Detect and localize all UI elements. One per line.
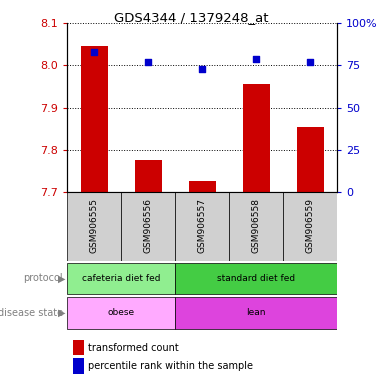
FancyBboxPatch shape — [67, 297, 175, 328]
Text: GSM906557: GSM906557 — [198, 197, 206, 253]
FancyBboxPatch shape — [121, 192, 175, 261]
Text: GSM906556: GSM906556 — [144, 197, 152, 253]
Point — [199, 66, 205, 72]
Bar — [242, 84, 270, 192]
FancyBboxPatch shape — [67, 263, 175, 294]
Bar — [296, 127, 324, 192]
Point — [253, 55, 259, 61]
Bar — [134, 161, 162, 192]
Text: obese: obese — [108, 308, 134, 318]
Bar — [80, 46, 108, 192]
Text: protocol: protocol — [24, 273, 63, 283]
Bar — [188, 182, 216, 192]
FancyBboxPatch shape — [229, 192, 283, 261]
Text: GSM906558: GSM906558 — [252, 197, 260, 253]
FancyBboxPatch shape — [283, 192, 337, 261]
FancyBboxPatch shape — [67, 192, 121, 261]
Point — [145, 59, 151, 65]
FancyBboxPatch shape — [175, 192, 229, 261]
Text: percentile rank within the sample: percentile rank within the sample — [88, 361, 253, 371]
Bar — [73, 358, 84, 374]
Text: ▶: ▶ — [57, 273, 65, 283]
Text: cafeteria diet fed: cafeteria diet fed — [82, 274, 160, 283]
Text: disease state: disease state — [0, 308, 63, 318]
Text: lean: lean — [246, 308, 266, 318]
Bar — [73, 340, 84, 355]
FancyBboxPatch shape — [175, 297, 337, 328]
Point — [307, 59, 313, 65]
Text: standard diet fed: standard diet fed — [217, 274, 295, 283]
Point — [91, 49, 97, 55]
FancyBboxPatch shape — [175, 263, 337, 294]
Text: ▶: ▶ — [57, 308, 65, 318]
Text: GDS4344 / 1379248_at: GDS4344 / 1379248_at — [114, 11, 269, 24]
Text: GSM906559: GSM906559 — [306, 197, 314, 253]
Text: transformed count: transformed count — [88, 343, 179, 353]
Text: GSM906555: GSM906555 — [90, 197, 98, 253]
